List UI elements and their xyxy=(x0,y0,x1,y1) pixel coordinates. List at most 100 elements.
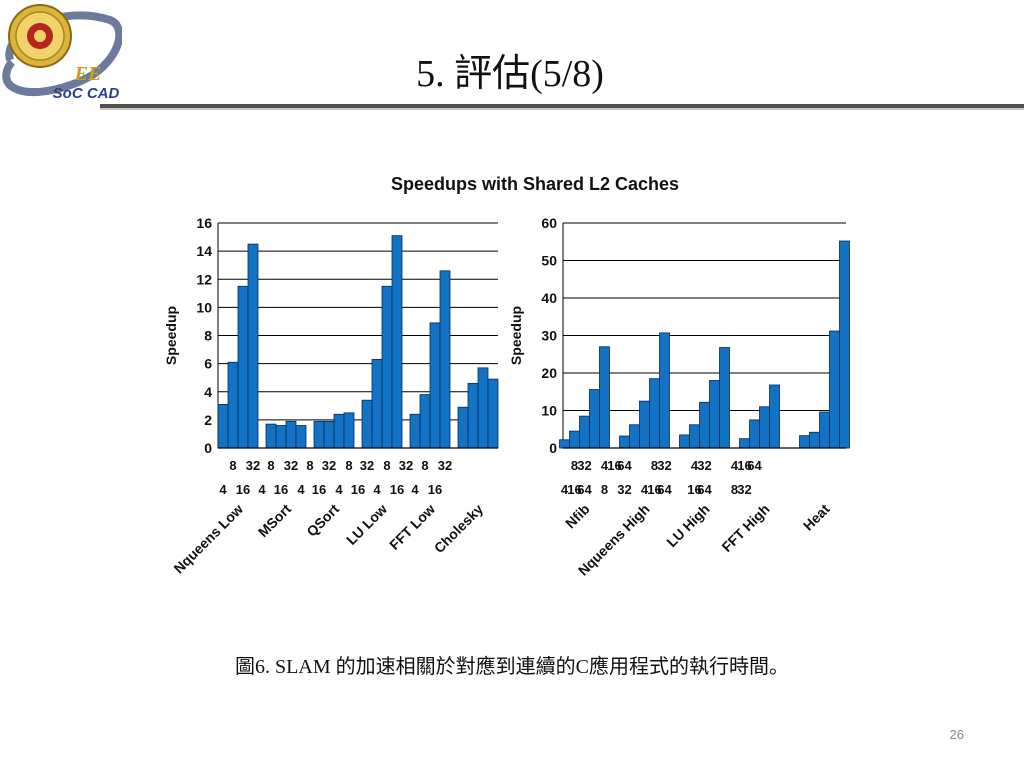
logo-ee-text: EE xyxy=(74,63,102,85)
y-tick-label: 10 xyxy=(196,299,212,315)
bar xyxy=(227,361,239,449)
x-tick-label: 32 xyxy=(360,458,374,473)
y-tick-label: 12 xyxy=(196,271,212,287)
y-tick-label: 10 xyxy=(541,403,557,419)
bar xyxy=(819,411,830,449)
bar xyxy=(391,235,403,449)
x-tick-label: 32 xyxy=(438,458,452,473)
x-tick-label: 64 xyxy=(657,482,672,497)
x-tick-label: 16 xyxy=(737,458,751,473)
x-tick-label: 16 xyxy=(274,482,288,497)
x-tick-label: 16 xyxy=(687,482,701,497)
y-tick-label: 20 xyxy=(541,365,557,381)
bar xyxy=(381,285,393,449)
bar xyxy=(467,382,479,449)
bar xyxy=(659,332,670,449)
logo-soc-text: SoC CAD xyxy=(53,85,120,102)
bar xyxy=(313,420,325,449)
x-tick-label: 4 xyxy=(373,482,381,497)
x-tick-label: 64 xyxy=(617,458,632,473)
bar xyxy=(629,424,640,449)
x-tick-label: 16 xyxy=(567,482,581,497)
group-label: Nqueens Low xyxy=(170,501,246,577)
y-tick-label: 6 xyxy=(204,356,212,372)
y-tick-label: 50 xyxy=(541,253,557,269)
bar xyxy=(639,400,650,449)
x-tick-label: 32 xyxy=(737,482,751,497)
bar xyxy=(419,394,431,449)
x-tick-label: 8 xyxy=(306,458,313,473)
bar xyxy=(429,322,441,449)
x-tick-label: 16 xyxy=(351,482,365,497)
group-label: LU Low xyxy=(343,501,390,548)
bar xyxy=(409,413,421,449)
x-tick-label: 32 xyxy=(284,458,298,473)
bar xyxy=(285,420,297,449)
x-tick-label: 8 xyxy=(383,458,390,473)
bar xyxy=(619,435,630,449)
x-tick-label: 4 xyxy=(641,482,649,497)
bar xyxy=(759,406,770,449)
x-tick-label: 16 xyxy=(428,482,442,497)
x-tick-label: 4 xyxy=(731,458,739,473)
x-tick-label: 8 xyxy=(601,482,608,497)
x-tick-label: 16 xyxy=(607,458,621,473)
bar xyxy=(809,431,820,449)
x-tick-label: 32 xyxy=(577,458,591,473)
bar xyxy=(799,435,810,449)
x-tick-label: 64 xyxy=(697,482,712,497)
bar xyxy=(323,420,335,449)
bar xyxy=(699,401,710,449)
university-logo: EE SoC CAD xyxy=(2,4,122,102)
bar xyxy=(589,389,600,449)
x-tick-label: 8 xyxy=(345,458,352,473)
x-tick-label: 32 xyxy=(322,458,336,473)
bar xyxy=(649,378,660,449)
x-tick-label: 4 xyxy=(258,482,266,497)
bar xyxy=(265,423,277,449)
bar xyxy=(559,439,570,449)
bar xyxy=(237,285,249,449)
y-tick-label: 0 xyxy=(549,440,557,456)
group-label: FFT High xyxy=(718,501,772,555)
bar xyxy=(689,424,700,449)
y-axis-label: Speedup xyxy=(163,306,179,365)
group-label: LU High xyxy=(663,501,712,550)
y-tick-label: 60 xyxy=(541,215,557,231)
bar xyxy=(579,415,590,449)
y-tick-label: 40 xyxy=(541,290,557,306)
x-tick-label: 32 xyxy=(697,458,711,473)
speedup-chart: Speedups with Shared L2 Caches 0 2 4 6 8 10 12 1… xyxy=(163,174,850,579)
y-tick-label: 14 xyxy=(196,243,212,259)
x-tick-label: 8 xyxy=(571,458,578,473)
y-tick-label: 0 xyxy=(204,440,212,456)
bar xyxy=(217,404,229,449)
bar xyxy=(333,413,345,449)
bar xyxy=(599,346,610,449)
bar xyxy=(371,359,383,449)
bar xyxy=(295,425,307,449)
x-tick-label: 8 xyxy=(651,458,658,473)
x-tick-label: 4 xyxy=(411,482,419,497)
bar xyxy=(719,347,730,449)
y-tick-label: 8 xyxy=(204,328,212,344)
bar xyxy=(829,330,840,449)
x-tick-label: 64 xyxy=(747,458,762,473)
title-rule-shadow xyxy=(100,108,1024,110)
x-tick-label: 4 xyxy=(219,482,227,497)
bar xyxy=(361,399,373,449)
bar xyxy=(709,380,720,449)
x-tick-label: 16 xyxy=(236,482,250,497)
group-label: MSort xyxy=(255,501,295,541)
group-label: Cholesky xyxy=(431,501,486,556)
x-tick-label: 16 xyxy=(647,482,661,497)
title-rule xyxy=(100,104,1024,108)
slide-title: 5. 評估(5/8) xyxy=(416,53,604,95)
x-tick-label: 8 xyxy=(267,458,274,473)
group-label: Nfib xyxy=(562,501,593,532)
x-tick-label: 32 xyxy=(399,458,413,473)
bar xyxy=(457,406,469,449)
y-tick-label: 2 xyxy=(204,412,212,428)
x-tick-label: 4 xyxy=(297,482,305,497)
